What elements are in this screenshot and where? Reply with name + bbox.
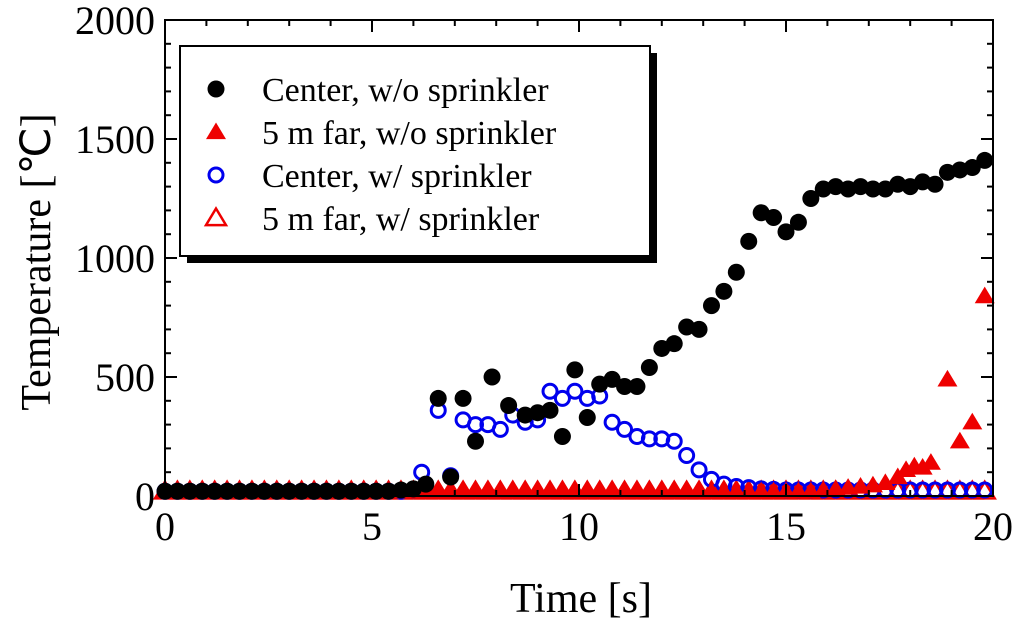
data-point [442,468,460,486]
data-point [392,481,410,499]
data-point [541,382,559,400]
data-point [937,369,958,387]
legend-marker [207,80,225,98]
data-point [616,378,634,396]
legend-label: 5 m far, w/o sprinkler [262,115,557,152]
data-point [467,416,484,434]
data-point [740,232,758,250]
data-point [616,420,634,438]
data-point [789,213,807,231]
y-axis-title: Temperature [℃] [14,113,60,410]
data-point [962,412,983,430]
data-point [715,282,733,300]
data-point [566,361,584,379]
data-point [963,159,981,177]
data-point [578,408,596,426]
data-point [553,389,571,407]
legend-entry: 5 m far, w/ sprinkler [203,201,540,238]
legend-entry: Center, w/o sprinkler [207,72,549,109]
data-point [665,432,683,450]
legend-entry: 5 m far, w/o sprinkler [206,115,557,152]
data-point [974,286,995,304]
data-point [690,461,708,479]
data-point [802,190,820,207]
data-point [951,481,969,499]
data-point [949,431,970,449]
x-tick-label: 20 [973,504,1013,549]
data-point [926,175,944,193]
legend-label: Center, w/o sprinkler [262,72,549,109]
data-point [467,432,484,450]
x-tick-label: 10 [559,504,599,549]
data-point [603,370,621,388]
y-tick-label: 1500 [75,117,155,162]
data-point [765,209,783,227]
data-point [500,397,518,415]
legend-label: Center, w/ sprinkler [262,158,532,195]
legend-label: 5 m far, w/ sprinkler [262,201,540,238]
legend-marker [207,166,225,184]
y-tick-label: 0 [135,474,155,519]
data-point [914,481,932,499]
data-point [727,263,745,281]
data-point [417,475,435,493]
legend-marker [206,122,226,140]
data-point [976,481,994,499]
data-point [920,453,941,470]
x-tick-label: 15 [766,504,806,549]
data-point [875,473,896,491]
data-point [553,428,571,445]
y-tick-label: 500 [95,355,155,400]
x-tick-label: 5 [362,504,382,549]
data-point [901,481,919,499]
data-point [566,382,584,400]
data-point [938,481,956,499]
x-axis-title: Time [s] [510,576,652,622]
data-point [429,389,447,407]
data-point [976,151,994,169]
data-point [640,358,658,376]
data-point [640,430,658,448]
data-point [628,378,646,396]
data-point [926,481,944,499]
data-point [912,457,933,475]
legend: Center, w/o sprinkler 5 m far, w/o sprink… [203,72,557,238]
legend-marker [203,206,229,227]
data-point [491,420,509,438]
data-point [678,447,696,465]
series-2 [155,286,995,499]
data-point [483,368,501,386]
data-point [454,389,472,407]
y-tick-label: 2000 [75,0,155,43]
data-point [603,413,621,431]
data-point [665,335,683,353]
plot-area-frame [164,19,994,497]
data-point [864,180,882,198]
legend-box [179,45,651,257]
data-point [777,223,795,241]
legend-entry: Center, w/ sprinkler [207,158,532,195]
data-point [963,481,981,499]
data-point [690,320,708,338]
y-tick-label: 1000 [75,236,155,281]
tick-labels: 0 5 10 15 20 0 500 1000 1500 2000 [75,0,1013,549]
data-point [541,401,559,419]
data-point [702,297,720,315]
x-tick-label: 0 [155,504,175,549]
